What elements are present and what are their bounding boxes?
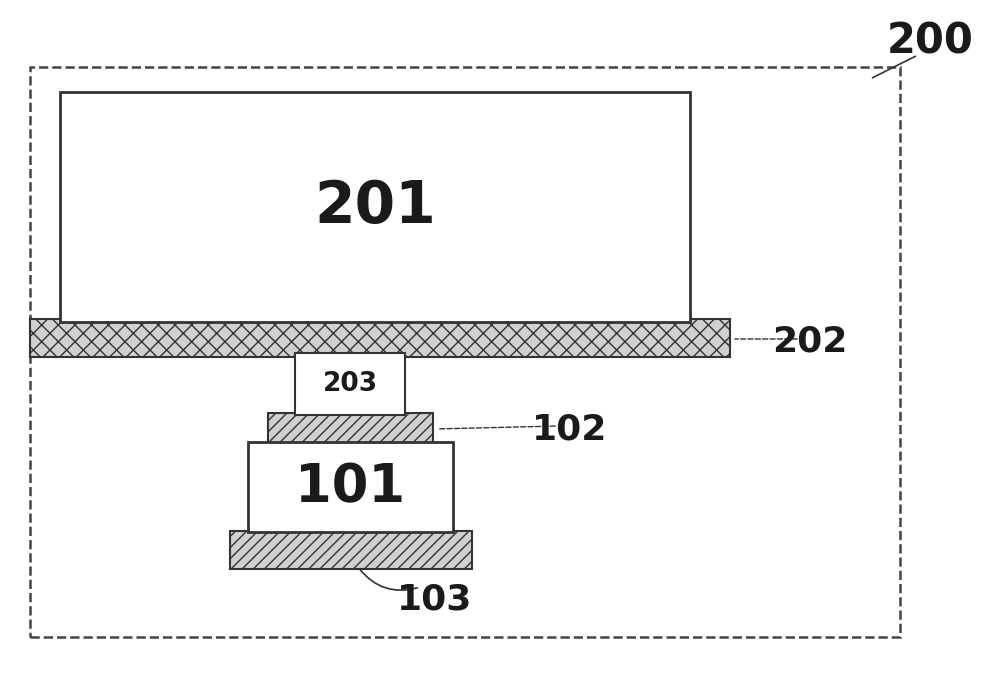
Bar [295,353,405,415]
Bar [30,67,900,637]
Text: 201: 201 [314,179,436,236]
Text: 101: 101 [295,461,405,513]
Text: 203: 203 [322,371,378,397]
Text: 200: 200 [887,21,973,63]
Bar [60,92,690,322]
Text: 103: 103 [397,582,473,616]
Bar [248,442,453,532]
Bar [30,319,730,357]
Text: 202: 202 [772,325,848,359]
Text: 102: 102 [532,412,608,446]
Bar [268,413,433,445]
Bar [230,531,472,569]
